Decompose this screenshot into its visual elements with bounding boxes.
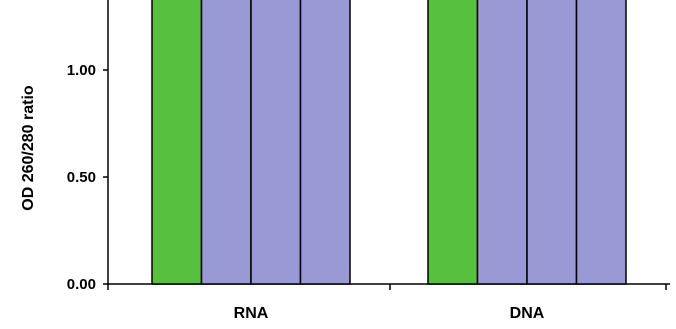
bar-rna-4 bbox=[299, 0, 351, 285]
category-label-rna: RNA bbox=[234, 305, 269, 322]
bar-dna-1 bbox=[427, 0, 479, 285]
y-tick-label: 0.50 bbox=[67, 169, 96, 186]
bar-dna-3 bbox=[526, 0, 578, 285]
y-axis-label: OD 260/280 ratio bbox=[20, 85, 37, 211]
y-tick-label: 0.00 bbox=[67, 276, 96, 293]
bar-rna-2 bbox=[200, 0, 252, 285]
bars bbox=[151, 0, 627, 285]
bar-rna-3 bbox=[250, 0, 302, 285]
bar-dna-2 bbox=[476, 0, 528, 285]
bar-rna-1 bbox=[151, 0, 203, 285]
category-labels: RNA DNA bbox=[234, 305, 545, 322]
category-label-dna: DNA bbox=[510, 305, 545, 322]
y-ticks: 0.000.501.001.502.00 bbox=[67, 62, 108, 293]
y-tick-label: 1.00 bbox=[67, 62, 96, 79]
bar-dna-4 bbox=[575, 0, 627, 285]
